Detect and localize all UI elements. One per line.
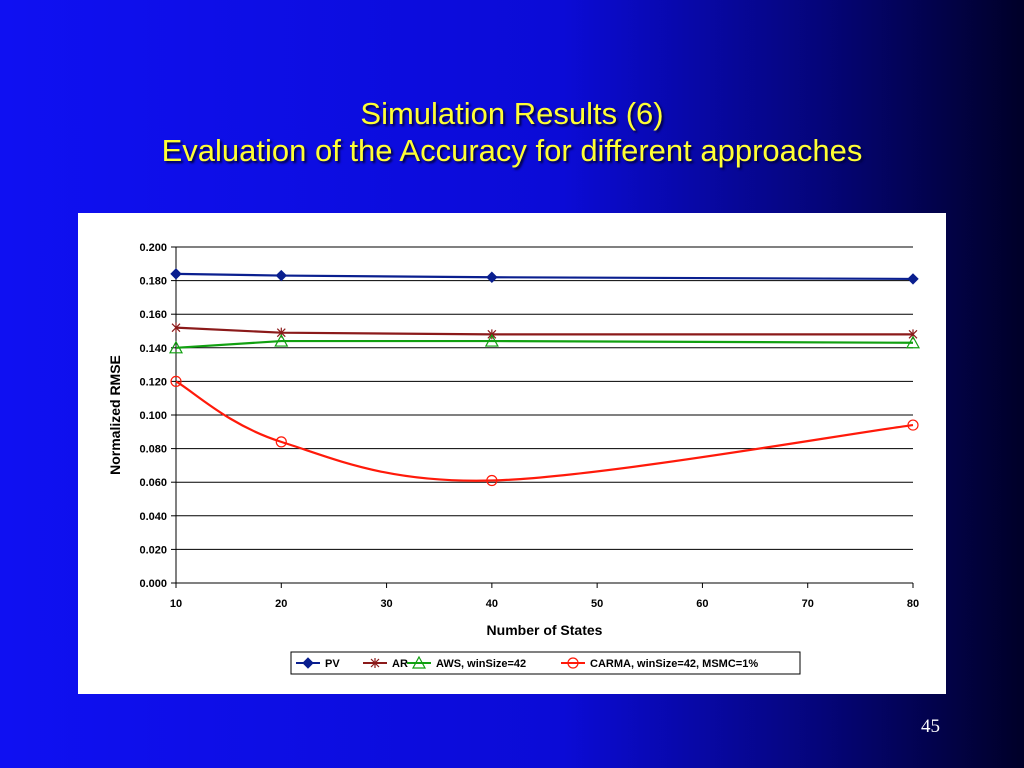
data-point-1 [907,273,919,285]
series-line-1 [175,272,914,281]
legend-label-3: AWS, winSize=42 [436,658,526,670]
legend-marker-1 [302,657,314,669]
data-point-1 [486,271,498,283]
data-point-3 [905,335,921,349]
x-tick-label: 40 [486,598,498,610]
legend-marker-4 [567,657,579,669]
data-point-3 [484,333,499,347]
legend-label-1: PV [325,658,340,670]
series-line-3 [175,339,914,349]
x-axis-title: Number of States [487,622,603,638]
x-tick-label: 80 [907,598,919,610]
legend-marker-2 [370,658,380,668]
line-chart: 0.000 0.020 0.040 0.060 0.080 0.100 0.120 0.140… [107,242,921,675]
data-point-4 [170,375,182,387]
data-point-3 [274,333,289,347]
data-point-4 [275,436,287,448]
y-tick-label: 0.040 [139,511,167,523]
data-point-1 [170,268,182,280]
x-tick-label: 70 [802,598,814,610]
x-tick-label: 20 [275,598,287,610]
y-tick-label: 0.020 [139,544,167,556]
chart-panel: 0.000 0.020 0.040 0.060 0.080 0.100 0.120 0.140… [78,213,946,694]
data-point-4 [907,419,919,431]
data-point-2 [171,322,181,333]
data-point-1 [275,269,287,282]
y-tick-label: 0.000 [139,578,167,590]
legend-marker-3 [411,655,427,669]
data-point-4 [486,474,498,487]
y-tick-label: 0.180 [139,276,167,288]
y-tick-label: 0.100 [139,410,167,422]
y-tick-label: 0.200 [139,242,167,254]
y-tick-label: 0.080 [139,444,167,456]
series-line-2 [175,326,913,336]
x-tick-label: 60 [696,598,708,610]
x-tick-label: 50 [591,598,603,610]
slide-title-line1: Simulation Results (6) [360,96,664,131]
series-line-4 [175,380,914,482]
legend-label-2: AR [392,658,408,670]
y-axis-title: Normalized RMSE [107,355,123,475]
x-tick-label: 10 [170,598,182,610]
page-number: 45 [921,716,940,737]
data-point-3 [168,340,184,354]
y-tick-label: 0.120 [139,376,167,388]
slide-title: Simulation Results (6) Evaluation of the… [0,95,1024,169]
slide-title-line2: Evaluation of the Accuracy for different… [161,133,863,168]
legend-label-4: CARMA, winSize=42, MSMC=1% [590,658,758,670]
y-tick-label: 0.060 [139,477,167,489]
y-tick-label: 0.140 [139,343,167,355]
x-tick-label: 30 [380,598,392,610]
y-tick-label: 0.160 [139,309,167,321]
